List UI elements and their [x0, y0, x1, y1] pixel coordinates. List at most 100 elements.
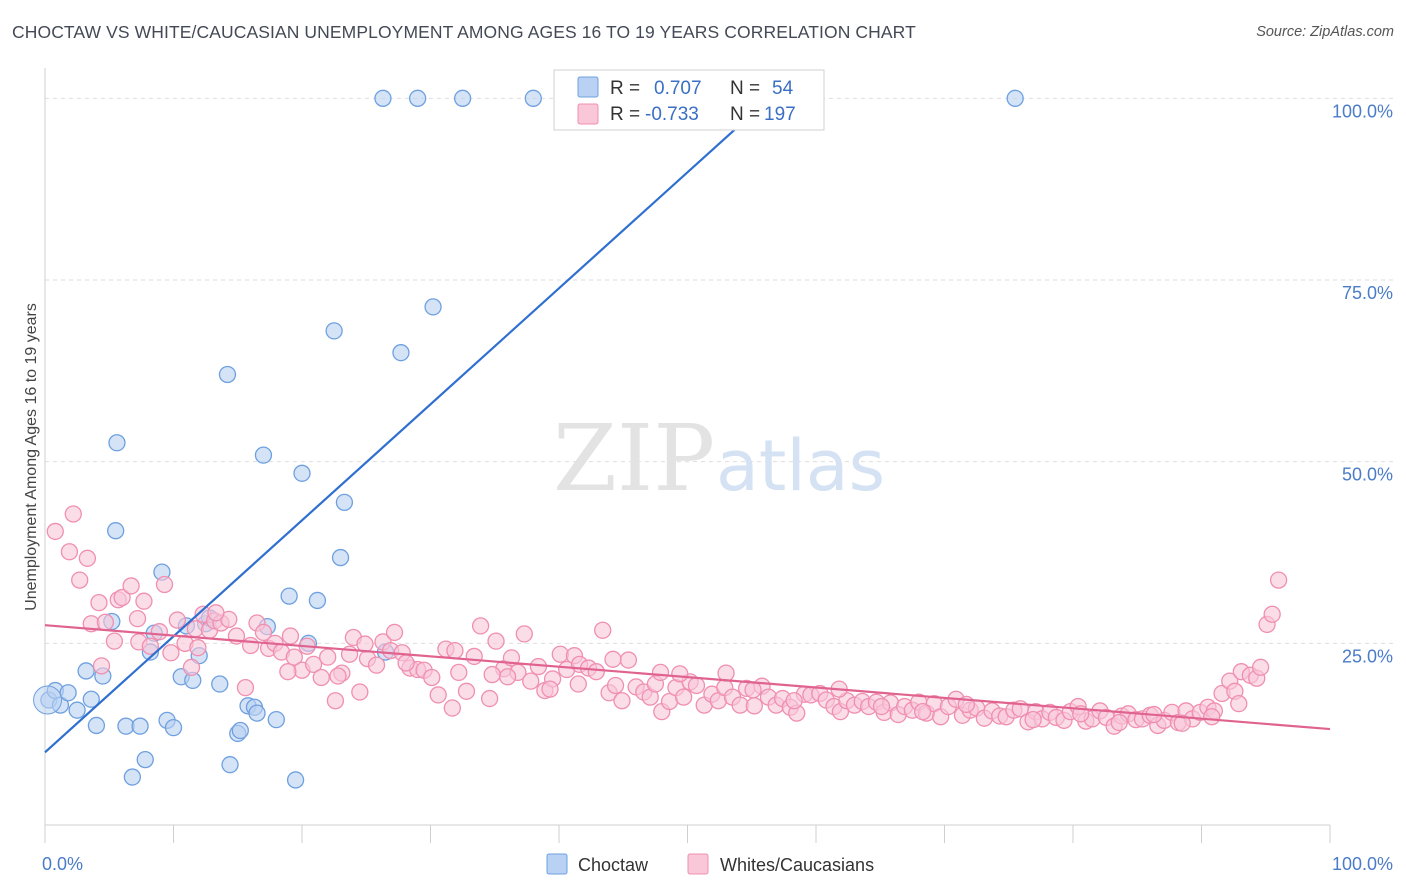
white-point-42	[326, 692, 345, 710]
white-point-57	[429, 686, 447, 704]
choctaw-point-3	[59, 684, 77, 702]
trend-line-white	[44, 624, 1331, 731]
white-point-56	[423, 668, 441, 687]
white-point-185	[397, 654, 415, 672]
white-point-203	[1230, 694, 1248, 713]
series-white-points	[46, 505, 1288, 735]
white-point-182	[128, 609, 147, 628]
white-point-83	[613, 692, 631, 710]
source-credit: Source: ZipAtlas.com	[1256, 24, 1394, 40]
white-point-199	[1110, 713, 1128, 732]
white-point-51	[385, 623, 404, 642]
choctaw-point-6	[82, 690, 100, 708]
x-tick-label-0: 0.0%	[42, 854, 83, 874]
choctaw-point-28	[218, 365, 237, 384]
white-point-62	[465, 647, 483, 666]
white-point-70	[522, 672, 540, 690]
white-point-61	[457, 682, 476, 700]
white-point-63	[471, 617, 490, 635]
white-point-181	[207, 604, 225, 622]
trend-lines	[44, 90, 1331, 754]
legend-n-label-choctaw: N =	[730, 78, 760, 99]
white-point-82	[606, 676, 625, 695]
choctaw-point-cluster	[33, 685, 63, 715]
bottom-legend-label-choctaw: Choctaw	[578, 855, 649, 875]
bottom-legend-swatch-choctaw	[546, 853, 568, 875]
bottom-legend-label-white: Whites/Caucasians	[720, 855, 874, 875]
white-point-174	[1263, 605, 1281, 623]
y-tick-label-25: 25.0%	[1342, 646, 1393, 666]
white-point-194	[872, 697, 891, 716]
white-point-69	[515, 625, 533, 643]
bottom-legend: Choctaw Whites/Caucasians	[546, 853, 874, 875]
watermark: ZIP atlas	[553, 405, 885, 512]
white-point-102	[745, 697, 763, 715]
legend-r-label-white: R =	[610, 104, 640, 125]
white-point-92	[674, 688, 693, 706]
white-point-184	[329, 667, 347, 685]
white-point-94	[687, 676, 706, 695]
white-point-17	[162, 644, 180, 662]
white-point-60	[450, 663, 468, 682]
legend-swatch-white	[577, 103, 599, 125]
white-point-187	[483, 665, 501, 684]
trend-line-choctaw	[44, 90, 779, 754]
white-point-175	[1269, 571, 1288, 589]
white-point-59	[443, 699, 461, 717]
choctaw-point-43	[325, 322, 343, 340]
white-point-18	[168, 611, 187, 629]
choctaw-point-15	[136, 750, 154, 769]
white-point-2	[64, 505, 82, 523]
white-point-3	[71, 571, 89, 589]
white-point-20	[182, 658, 201, 676]
white-point-188	[541, 680, 559, 698]
legend-box	[553, 69, 825, 131]
choctaw-point-34	[248, 704, 266, 722]
choctaw-point-52	[524, 89, 542, 107]
choctaw-point-7	[87, 716, 106, 735]
white-point-8	[105, 632, 124, 650]
white-point-201	[1173, 714, 1191, 732]
white-point-10	[113, 588, 131, 607]
choctaw-point-53	[1006, 89, 1024, 107]
legend-n-value-choctaw: 54	[772, 78, 794, 99]
watermark-atlas: atlas	[716, 425, 885, 507]
white-point-183	[92, 657, 111, 675]
legend-r-value-white: -0.733	[645, 104, 699, 125]
choctaw-point-49	[374, 89, 392, 107]
white-point-36	[285, 648, 303, 666]
white-point-204	[1251, 658, 1270, 676]
white-point-64	[480, 689, 499, 708]
white-point-39	[304, 655, 323, 674]
y-tick-labels: 25.0% 50.0% 75.0% 100.0%	[1332, 101, 1393, 666]
choctaw-point-47	[392, 344, 410, 362]
choctaw-point-48	[424, 298, 442, 316]
choctaw-point-45	[335, 493, 354, 512]
white-point-186	[446, 641, 464, 660]
white-point-41	[319, 648, 337, 666]
choctaw-point-29	[221, 756, 239, 774]
white-point-6	[90, 593, 108, 612]
watermark-zip: ZIP	[553, 405, 715, 512]
legend-r-value-choctaw: 0.707	[654, 78, 702, 99]
choctaw-point-51	[453, 89, 472, 107]
grid-lines	[45, 97, 1395, 644]
legend-n-value-white: 197	[764, 104, 796, 125]
white-point-80	[594, 621, 612, 639]
white-point-15	[150, 623, 169, 641]
legend: R = 0.707 N = 54 R = -0.733 N = 197	[553, 69, 825, 131]
choctaw-point-4	[68, 701, 86, 719]
white-point-191	[671, 665, 689, 683]
choctaw-point-50	[408, 89, 427, 107]
white-point-179	[498, 668, 517, 686]
white-point-205	[189, 639, 207, 657]
white-point-11	[122, 577, 140, 595]
choctaw-point-27	[211, 675, 229, 693]
legend-n-label-white: N =	[730, 104, 760, 125]
white-point-40	[312, 668, 330, 687]
choctaw-point-11	[108, 434, 126, 452]
choctaw-point-38	[280, 587, 298, 605]
white-point-84	[619, 651, 638, 669]
white-point-178	[569, 675, 587, 693]
white-point-0	[46, 522, 64, 541]
